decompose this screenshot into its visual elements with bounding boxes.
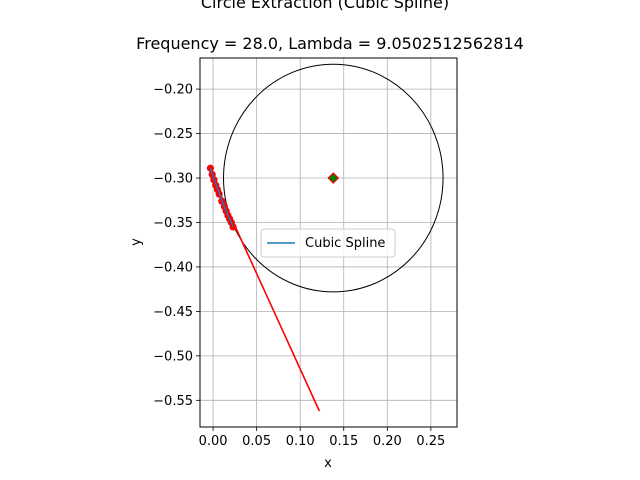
y-tick-label: −0.45: [153, 305, 193, 320]
chart-suptitle: Circle Extraction (Cubic Spline): [201, 0, 449, 12]
x-axis-label: x: [324, 456, 332, 471]
y-tick-label: −0.40: [153, 260, 193, 275]
y-axis: −0.20 −0.25 −0.30 −0.35 −0.40 −0.45 −0.50 −0.55: [153, 83, 200, 409]
y-tick-label: −0.55: [153, 394, 193, 409]
y-tick-label: −0.20: [153, 83, 193, 98]
y-tick-label: −0.30: [153, 172, 193, 187]
cubic-spline-line: [209, 168, 234, 228]
x-tick-label: 0.20: [373, 434, 402, 449]
x-axis: 0.00 0.05 0.10 0.15 0.20 0.25: [199, 427, 445, 449]
legend-label: Cubic Spline: [305, 236, 385, 251]
x-tick-label: 0.00: [199, 434, 228, 449]
x-tick-label: 0.05: [242, 434, 271, 449]
y-tick-label: −0.35: [153, 216, 193, 231]
x-tick-label: 0.15: [329, 434, 358, 449]
fitted-circle: [223, 63, 444, 293]
circle-center-marker: [327, 172, 340, 184]
y-tick-label: −0.50: [153, 349, 193, 364]
chart-title: Frequency = 28.0, Lambda = 9.05025125628…: [136, 34, 524, 53]
axes-frame: [199, 57, 458, 428]
y-axis-label: y: [129, 238, 144, 246]
y-tick-label: −0.25: [153, 127, 193, 142]
plot-area: [206, 63, 444, 412]
x-tick-label: 0.10: [286, 434, 315, 449]
measured-point: [206, 164, 215, 172]
legend: Cubic Spline: [260, 228, 396, 258]
legend-box: [260, 228, 396, 258]
x-tick-label: 0.25: [416, 434, 445, 449]
